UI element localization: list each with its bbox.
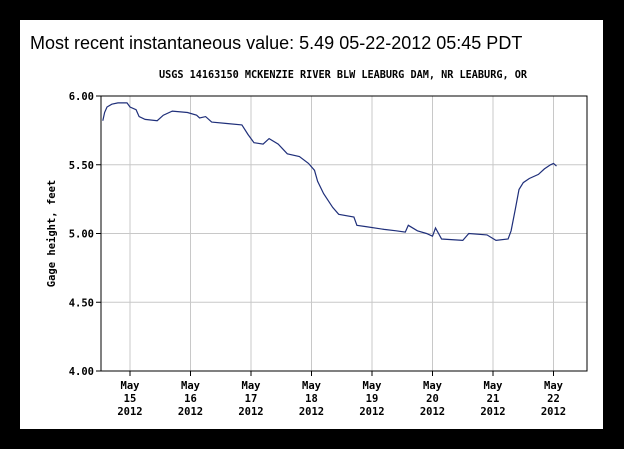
x-tick-label: 17: [245, 393, 258, 405]
x-tick-label: May: [423, 380, 443, 392]
x-tick-label: May: [484, 380, 504, 392]
y-tick-label: 4.00: [69, 366, 94, 378]
most-recent-value-headline: Most recent instantaneous value: 5.49 05…: [30, 33, 523, 53]
x-tick-label: 2012: [359, 406, 384, 418]
x-tick-label: 15: [124, 393, 137, 405]
x-tick-label: 18: [305, 393, 318, 405]
x-tick-label: 21: [487, 393, 500, 405]
x-tick-label: 20: [426, 393, 439, 405]
x-tick-label: 2012: [480, 406, 505, 418]
x-tick-label: 19: [366, 393, 379, 405]
y-axis-ticks: 6.00 5.50 5.00 4.50 4.00: [69, 91, 101, 378]
x-tick-label: May: [121, 380, 141, 392]
x-tick-label: 2012: [299, 406, 324, 418]
grid-lines: [101, 96, 587, 371]
x-tick-label: May: [181, 380, 201, 392]
y-tick-label: 5.50: [69, 160, 94, 172]
x-tick-label: 22: [547, 393, 560, 405]
x-tick-label: 16: [184, 393, 197, 405]
x-tick-label: 2012: [238, 406, 263, 418]
y-tick-label: 5.00: [69, 229, 94, 241]
y-axis-label: Gage height, feet: [46, 180, 58, 287]
x-tick-label: 2012: [541, 406, 566, 418]
x-tick-label: May: [544, 380, 564, 392]
x-tick-label: 2012: [117, 406, 142, 418]
series-line-gage-height: [102, 102, 557, 242]
x-axis-ticks: May152012May162012May172012May182012May1…: [117, 371, 566, 418]
x-tick-label: 2012: [178, 406, 203, 418]
chart-title: USGS 14163150 MCKENZIE RIVER BLW LEABURG…: [159, 70, 528, 81]
y-tick-label: 6.00: [69, 91, 94, 103]
x-tick-label: May: [242, 380, 262, 392]
x-tick-label: 2012: [420, 406, 445, 418]
x-tick-label: May: [363, 380, 383, 392]
y-tick-label: 4.50: [69, 297, 94, 309]
series-layer: [102, 102, 557, 242]
x-tick-label: May: [302, 380, 322, 392]
